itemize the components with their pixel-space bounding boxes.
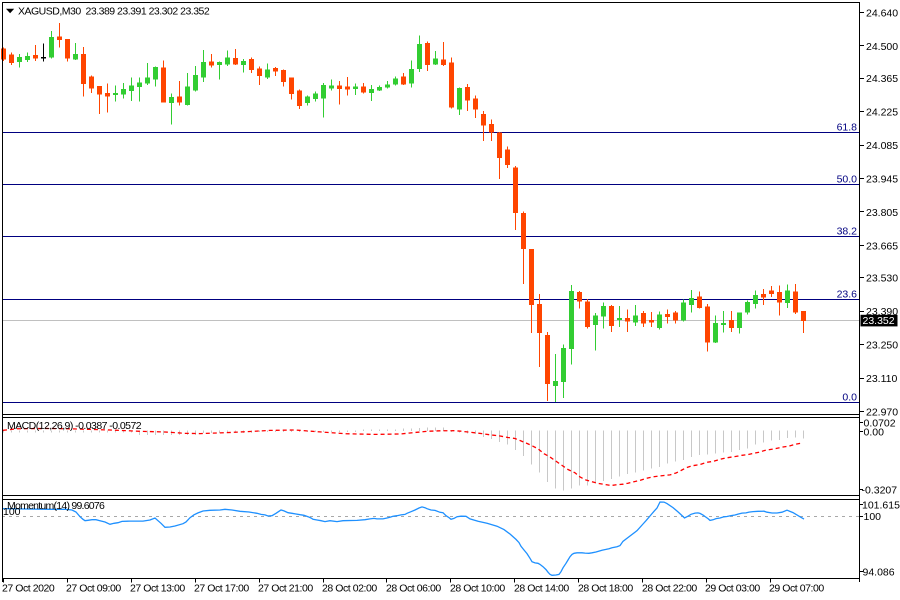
svg-text:22.970: 22.970: [866, 406, 898, 418]
svg-text:100: 100: [864, 511, 882, 523]
svg-text:0.0702: 0.0702: [864, 418, 896, 430]
svg-text:27 Oct 13:00: 27 Oct 13:00: [130, 583, 185, 595]
svg-text:28 Oct 06:00: 28 Oct 06:00: [386, 583, 441, 595]
svg-text:27 Oct 17:00: 27 Oct 17:00: [194, 583, 249, 595]
svg-text:28 Oct 14:00: 28 Oct 14:00: [514, 583, 569, 595]
svg-text:XAGUSD,M30 23.389 23.391 23.3: XAGUSD,M30 23.389 23.391 23.302 23.352: [18, 6, 210, 18]
svg-text:24.365: 24.365: [866, 73, 898, 85]
svg-text:28 Oct 02:00: 28 Oct 02:00: [322, 583, 377, 595]
svg-text:23.250: 23.250: [866, 340, 898, 352]
svg-text:29 Oct 07:00: 29 Oct 07:00: [769, 583, 824, 595]
svg-text:0.00: 0.00: [864, 427, 885, 439]
svg-text:27 Oct 09:00: 27 Oct 09:00: [66, 583, 121, 595]
svg-text:61.8: 61.8: [837, 122, 858, 134]
svg-text:94.086: 94.086: [863, 566, 895, 578]
svg-text:Momentum(14) 99.6076: Momentum(14) 99.6076: [7, 500, 105, 512]
svg-text:101.6159: 101.6159: [862, 500, 900, 512]
svg-text:38.2: 38.2: [837, 226, 858, 238]
svg-text:50.0: 50.0: [837, 174, 858, 186]
svg-text:27 Oct 21:00: 27 Oct 21:00: [258, 583, 313, 595]
svg-text:28 Oct 18:00: 28 Oct 18:00: [578, 583, 633, 595]
svg-text:-0.3207: -0.3207: [862, 485, 898, 497]
svg-text:27 Oct 2020: 27 Oct 2020: [2, 583, 55, 595]
svg-text:23.530: 23.530: [866, 273, 898, 285]
svg-text:28 Oct 10:00: 28 Oct 10:00: [450, 583, 505, 595]
svg-text:23.352: 23.352: [863, 315, 895, 327]
svg-text:24.085: 24.085: [866, 140, 898, 152]
svg-text:24.225: 24.225: [866, 107, 898, 119]
svg-text:MACD(12,26,9) -0.0387 -0.0572: MACD(12,26,9) -0.0387 -0.0572: [7, 420, 142, 432]
svg-text:29 Oct 03:00: 29 Oct 03:00: [705, 583, 760, 595]
svg-text:23.6: 23.6: [837, 289, 858, 301]
svg-text:23.665: 23.665: [866, 240, 898, 252]
svg-text:23.110: 23.110: [866, 373, 897, 385]
svg-text:28 Oct 22:00: 28 Oct 22:00: [642, 583, 697, 595]
svg-text:24.500: 24.500: [866, 41, 898, 53]
svg-text:0.0: 0.0: [842, 392, 857, 404]
svg-text:23.805: 23.805: [866, 207, 898, 219]
svg-text:100: 100: [3, 506, 21, 518]
svg-text:24.640: 24.640: [866, 8, 898, 20]
svg-text:23.945: 23.945: [866, 173, 898, 185]
